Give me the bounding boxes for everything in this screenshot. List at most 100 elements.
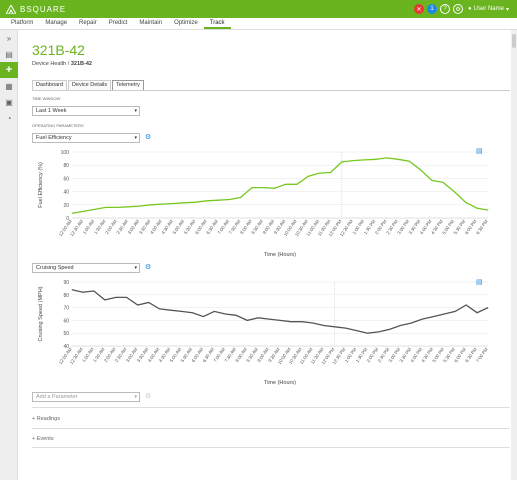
breadcrumb: Device Health / 321B-42 <box>32 61 92 67</box>
tab-telemetry[interactable]: Telemetry <box>112 80 144 90</box>
data-point <box>301 321 303 323</box>
readings-label: Readings <box>36 416 60 422</box>
expand-sidebar-icon[interactable]: » <box>6 33 12 43</box>
layout-icon[interactable]: ▦ <box>5 81 13 91</box>
nav-optimize[interactable]: Optimize <box>174 20 198 26</box>
data-point <box>375 158 376 160</box>
data-point <box>454 311 456 312</box>
data-point <box>213 311 215 312</box>
user-avatar-icon: ● <box>468 6 472 12</box>
y-axis-label: Fuel Efficiency (%) <box>38 162 44 208</box>
data-point <box>476 312 478 314</box>
data-point <box>318 172 320 174</box>
data-point <box>94 209 95 210</box>
gauge-icon[interactable]: ◔ <box>6 113 12 123</box>
y-tick-label: 40 <box>63 190 69 196</box>
data-point <box>356 330 358 332</box>
brand-logo[interactable]: BSQUARE <box>6 4 66 14</box>
data-point <box>442 181 444 183</box>
data-point <box>104 299 106 301</box>
nav-track[interactable]: Track <box>203 18 231 29</box>
nav-manage[interactable]: Manage <box>45 20 68 26</box>
data-point <box>82 291 84 293</box>
chevron-down-icon: ▾ <box>134 135 137 141</box>
series-line <box>71 157 489 215</box>
tab-device-details[interactable]: Device Details <box>67 80 112 90</box>
data-point <box>410 322 412 324</box>
data-point <box>161 203 163 205</box>
scrollbar-thumb[interactable] <box>512 34 516 48</box>
section-divider <box>32 407 510 408</box>
add-icon[interactable]: + <box>0 62 18 78</box>
data-point <box>352 160 354 161</box>
data-point <box>334 326 336 328</box>
data-point <box>290 321 292 323</box>
chart-2-menu-icon[interactable]: ▤ <box>476 279 483 286</box>
chart-1-menu-icon[interactable]: ▤ <box>476 148 483 155</box>
data-point <box>465 304 467 306</box>
y-tick-label: 80 <box>63 293 69 299</box>
parameter-2-select[interactable]: Cruising Speed ▾ <box>32 263 140 273</box>
data-point <box>431 179 433 181</box>
data-point <box>126 296 128 298</box>
time-window-value: Last 1 Week <box>36 108 67 114</box>
data-point <box>127 206 129 208</box>
add-parameter-select[interactable]: Add a Parameter ▾ <box>32 392 140 402</box>
data-point <box>285 183 287 185</box>
data-point <box>184 202 185 204</box>
data-point <box>386 157 388 159</box>
main-nav: Platform Manage Repair Predict Maintain … <box>0 18 517 30</box>
image-icon[interactable]: ▣ <box>5 97 13 107</box>
data-point <box>268 318 270 320</box>
y-tick-label: 90 <box>63 280 69 286</box>
time-window-select[interactable]: Last 1 Week ▾ <box>32 106 140 116</box>
data-point <box>279 320 281 321</box>
data-point <box>235 314 237 316</box>
y-tick-label: 60 <box>63 318 69 324</box>
alert-icon[interactable]: ✕ <box>414 4 425 14</box>
y-tick-label: 0 <box>66 216 69 222</box>
readings-section[interactable]: + Readings <box>32 416 60 422</box>
nav-predict[interactable]: Predict <box>108 20 128 26</box>
scrollbar[interactable] <box>511 30 517 480</box>
notifications-icon[interactable]: 1 <box>427 4 438 14</box>
nav-maintain[interactable]: Maintain <box>139 20 163 26</box>
parameter-1-select[interactable]: Fuel Efficiency ▾ <box>32 133 140 143</box>
events-section[interactable]: + Events <box>32 436 54 442</box>
data-point <box>487 307 489 308</box>
time-window-label: TIME WINDOW <box>32 96 61 101</box>
nav-repair[interactable]: Repair <box>79 20 97 26</box>
parameter-2-settings-icon[interactable]: ⚙ <box>145 264 152 271</box>
data-point <box>443 313 445 315</box>
data-point <box>397 158 399 160</box>
logo-mark-icon <box>6 4 16 14</box>
data-point <box>323 325 325 326</box>
y-tick-label: 50 <box>63 331 69 337</box>
dashboard-icon[interactable]: ▤ <box>5 49 13 59</box>
section-divider <box>32 447 510 448</box>
chevron-down-icon: ▾ <box>134 394 137 400</box>
data-point <box>251 187 253 189</box>
brand-name: BSQUARE <box>20 4 67 14</box>
data-point <box>229 199 230 200</box>
breadcrumb-parent[interactable]: Device Health <box>32 61 67 67</box>
data-point <box>408 160 410 162</box>
data-point <box>273 187 275 189</box>
breadcrumb-separator: / <box>67 61 70 67</box>
help-icon[interactable]: ? <box>440 4 451 14</box>
tab-dashboard[interactable]: Dashboard <box>32 80 67 90</box>
data-point <box>420 169 421 171</box>
settings-icon[interactable]: ⚙ <box>453 4 464 14</box>
parameter-1-settings-icon[interactable]: ⚙ <box>145 134 152 141</box>
page-title: 321B-42 <box>32 42 85 58</box>
data-point <box>257 317 259 319</box>
data-point <box>93 290 95 292</box>
add-parameter-settings-icon[interactable]: ⚙ <box>145 393 152 400</box>
y-tick-label: 40 <box>63 344 69 350</box>
data-point <box>378 331 379 333</box>
user-menu[interactable]: ● User Name ▾ <box>468 6 509 13</box>
data-point <box>487 209 489 211</box>
nav-platform[interactable]: Platform <box>11 20 34 26</box>
data-point <box>159 308 160 310</box>
